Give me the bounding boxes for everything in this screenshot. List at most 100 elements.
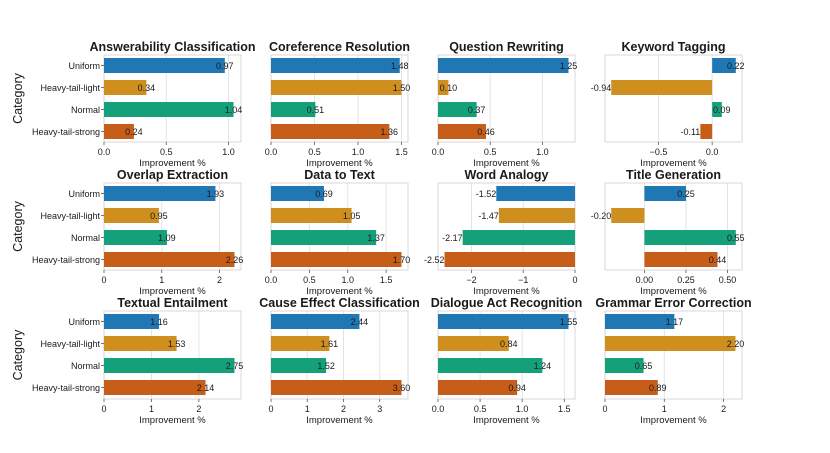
x-tick-label: 0.0: [265, 275, 278, 285]
bar-heavy-tail-strong: [644, 252, 718, 267]
bar-heavy-tail-strong: [438, 124, 487, 139]
x-tick-label: 1: [662, 404, 667, 414]
panel-frame: [604, 182, 743, 271]
data-label: 1.36: [381, 127, 399, 137]
x-tick-label: 0.5: [474, 404, 487, 414]
category-label: Uniform: [68, 61, 100, 71]
data-label: 0.37: [468, 105, 486, 115]
data-label: 0.46: [477, 127, 495, 137]
category-label: Heavy-tail-strong: [32, 255, 100, 265]
bar-heavy-tail-strong: [271, 252, 402, 267]
data-label: 0.55: [727, 233, 745, 243]
bar-heavy-tail-light: [611, 208, 645, 223]
panel-6: Data to Text 0.69 1.05 1.37 1.70 0.0 0.5 1.0 1.5…: [265, 168, 410, 297]
data-label: 1.16: [150, 317, 168, 327]
data-label: 2.26: [226, 255, 244, 265]
bar-heavy-tail-strong: [271, 380, 402, 395]
x-tick-label: 2: [196, 404, 201, 414]
x-tick-label: 0: [602, 404, 607, 414]
data-label: -1.47: [478, 211, 499, 221]
category-label: Normal: [71, 105, 100, 115]
bar-normal: [605, 358, 644, 373]
panel-frame: [270, 182, 409, 271]
data-label: 1.17: [666, 317, 684, 327]
data-label: 1.24: [534, 361, 552, 371]
bar-uniform: [271, 58, 400, 73]
data-label: 2.75: [226, 361, 244, 371]
panel-frame: [604, 310, 743, 400]
bar-heavy-tail-light: [104, 336, 177, 351]
panel-title: Answerability Classification: [89, 40, 255, 54]
data-label: -0.11: [680, 127, 700, 137]
bar-normal: [438, 102, 477, 117]
panel-title: Coreference Resolution: [269, 40, 410, 54]
x-tick-label: 1: [149, 404, 154, 414]
panel-title: Title Generation: [626, 168, 721, 182]
data-label: 0.25: [677, 189, 695, 199]
category-label: Heavy-tail-strong: [32, 383, 100, 393]
bar-heavy-tail-light: [271, 80, 402, 95]
x-tick-label: 1: [159, 275, 164, 285]
bar-heavy-tail-light: [498, 208, 575, 223]
x-axis-label: Improvement %: [640, 286, 707, 297]
bar-normal: [462, 230, 575, 245]
data-label: 1.52: [317, 361, 335, 371]
category-label: Heavy-tail-light: [40, 211, 100, 221]
panel-title: Data to Text: [304, 168, 375, 182]
x-tick-label: 0.5: [484, 147, 497, 157]
bar-uniform: [104, 314, 160, 329]
bar-heavy-tail-light: [438, 80, 449, 95]
panel-frame: [437, 182, 576, 271]
panel-title: Dialogue Act Recognition: [431, 296, 583, 310]
data-label: -0.94: [591, 83, 612, 93]
panel-5: Overlap Extraction 1.93 0.95 1.09 2.26 0 1 2 Imp…: [11, 168, 243, 297]
bar-uniform: [712, 58, 736, 73]
data-label: 1.04: [225, 105, 243, 115]
panel-2: Coreference Resolution 1.48 1.50 0.51 1.36 0.…: [265, 40, 410, 169]
panel-3: Question Rewriting 1.25 0.10 0.37 0.46 0.0 0.5…: [432, 40, 577, 169]
bar-uniform: [496, 186, 575, 201]
panel-frame: [437, 310, 576, 400]
data-label: 0.22: [727, 61, 745, 71]
data-label: 0.65: [635, 361, 653, 371]
bar-normal: [271, 102, 316, 117]
x-axis-label: Improvement %: [640, 415, 707, 426]
x-tick-label: 0: [572, 275, 577, 285]
data-label: 1.09: [158, 233, 176, 243]
data-label: -1.52: [476, 189, 497, 199]
bar-normal: [712, 102, 722, 117]
x-axis-label: Improvement %: [139, 415, 206, 426]
y-axis-label: Category: [11, 200, 25, 251]
data-label: 2.20: [727, 339, 745, 349]
panel-11: Dialogue Act Recognition 1.55 0.84 1.24 0.94…: [431, 296, 583, 426]
bar-uniform: [271, 186, 324, 201]
x-axis-label: Improvement %: [473, 158, 540, 169]
x-tick-label: 1.0: [536, 147, 549, 157]
data-label: 0.51: [307, 105, 325, 115]
bar-normal: [271, 358, 327, 373]
bar-normal: [644, 230, 736, 245]
data-label: -2.17: [442, 233, 463, 243]
panel-10: Cause Effect Classification 2.44 1.61 1.52 3…: [259, 296, 419, 426]
bar-heavy-tail-light: [104, 208, 159, 223]
panel-12: Grammar Error Correction 1.17 2.20 0.65 0.89…: [595, 296, 751, 426]
x-tick-label: −2: [466, 275, 476, 285]
x-tick-label: 1.5: [395, 147, 408, 157]
bar-uniform: [605, 314, 675, 329]
bar-uniform: [104, 58, 225, 73]
data-label: 2.44: [351, 317, 369, 327]
data-label: 1.93: [207, 189, 225, 199]
data-label: 0.95: [150, 211, 168, 221]
category-label: Heavy-tail-light: [40, 339, 100, 349]
bar-heavy-tail-strong: [438, 380, 518, 395]
bar-heavy-tail-light: [271, 208, 352, 223]
panel-frame: [103, 54, 242, 143]
bar-normal: [271, 230, 377, 245]
panel-frame: [270, 54, 409, 143]
bar-heavy-tail-light: [104, 80, 147, 95]
bar-uniform: [438, 58, 569, 73]
x-tick-label: 2: [217, 275, 222, 285]
panel-frame: [604, 54, 743, 143]
bar-heavy-tail-light: [271, 336, 330, 351]
